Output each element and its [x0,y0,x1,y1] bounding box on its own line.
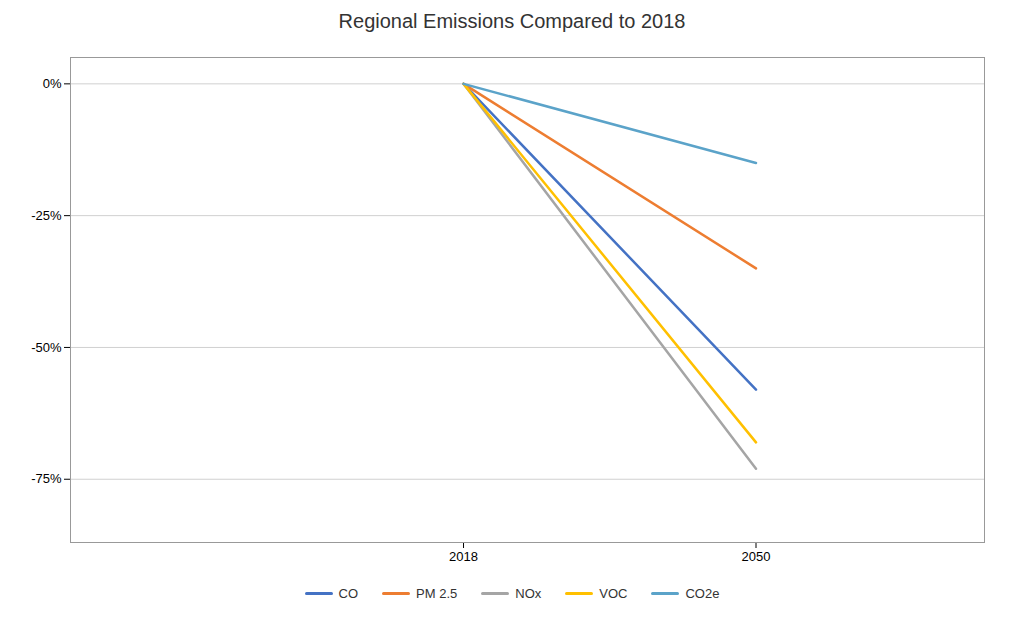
html-text:CO2e: CO2e [685,586,720,601]
html-text:Regional Emissions Compared to: Regional Emissions Compared to 2018 [338,10,686,32]
html-text:PM 2.5: PM 2.5 [416,586,458,601]
svg-text:-25%: -25% [31,208,62,223]
svg-text:-50%: -50% [31,340,62,355]
svg-text:2018: 2018 [449,549,478,564]
svg-text:-75%: -75% [31,471,62,486]
svg-text:2050: 2050 [742,549,771,564]
svg-text:0%: 0% [43,76,62,91]
html-text:NOx: NOx [515,586,542,601]
html-text:VOC: VOC [599,586,628,601]
html-text:CO: CO [338,586,359,601]
